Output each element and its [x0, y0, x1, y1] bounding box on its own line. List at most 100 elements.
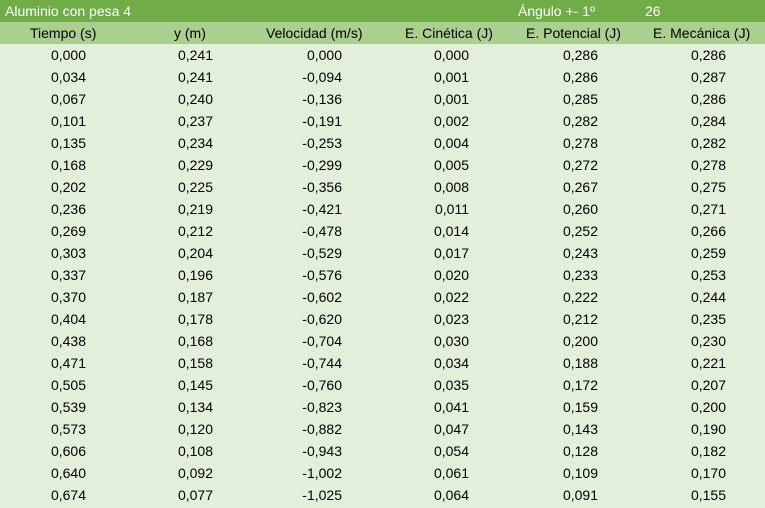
cell-e-potencial[interactable]: 0,091 — [562, 487, 598, 503]
cell-e-mecanica[interactable]: 0,170 — [690, 465, 726, 481]
cell-tiempo[interactable]: 0,606 — [50, 443, 86, 459]
column-header-tiempo[interactable]: Tiempo (s) — [30, 25, 97, 41]
cell-tiempo[interactable]: 0,135 — [50, 135, 86, 151]
cell-tiempo[interactable]: 0,337 — [50, 267, 86, 283]
cell-e-cinetica[interactable]: 0,001 — [433, 69, 469, 85]
cell-tiempo[interactable]: 0,303 — [50, 245, 86, 261]
cell-e-potencial[interactable]: 0,212 — [562, 311, 598, 327]
cell-e-mecanica[interactable]: 0,200 — [690, 399, 726, 415]
column-header-e-potencial[interactable]: E. Potencial (J) — [526, 25, 621, 41]
column-header-e-cinetica[interactable]: E. Cinética (J) — [405, 25, 493, 41]
cell-e-cinetica[interactable]: 0,023 — [433, 311, 469, 327]
cell-e-cinetica[interactable]: 0,008 — [433, 179, 469, 195]
cell-e-potencial[interactable]: 0,243 — [562, 245, 598, 261]
cell-tiempo[interactable]: 0,505 — [50, 377, 86, 393]
cell-e-potencial[interactable]: 0,267 — [562, 179, 598, 195]
cell-velocidad[interactable]: -1,025 — [302, 487, 342, 503]
cell-velocidad[interactable]: -0,094 — [302, 69, 342, 85]
cell-e-mecanica[interactable]: 0,278 — [690, 157, 726, 173]
cell-y[interactable]: 0,240 — [177, 91, 213, 107]
cell-e-cinetica[interactable]: 0,047 — [433, 421, 469, 437]
cell-tiempo[interactable]: 0,471 — [50, 355, 86, 371]
cell-e-mecanica[interactable]: 0,284 — [690, 113, 726, 129]
cell-tiempo[interactable]: 0,000 — [50, 47, 86, 63]
cell-velocidad[interactable]: -0,823 — [302, 399, 342, 415]
cell-velocidad[interactable]: -0,529 — [302, 245, 342, 261]
cell-e-potencial[interactable]: 0,272 — [562, 157, 598, 173]
cell-e-cinetica[interactable]: 0,035 — [433, 377, 469, 393]
sheet-title[interactable]: Aluminio con pesa 4 — [5, 3, 132, 19]
cell-e-cinetica[interactable]: 0,054 — [433, 443, 469, 459]
cell-tiempo[interactable]: 0,404 — [50, 311, 86, 327]
cell-velocidad[interactable]: -0,136 — [302, 91, 342, 107]
cell-velocidad[interactable]: -0,760 — [302, 377, 342, 393]
cell-e-potencial[interactable]: 0,188 — [562, 355, 598, 371]
cell-tiempo[interactable]: 0,640 — [50, 465, 86, 481]
cell-e-potencial[interactable]: 0,159 — [562, 399, 598, 415]
cell-y[interactable]: 0,234 — [177, 135, 213, 151]
cell-e-cinetica[interactable]: 0,017 — [433, 245, 469, 261]
angle-value[interactable]: 26 — [645, 3, 661, 19]
cell-e-mecanica[interactable]: 0,207 — [690, 377, 726, 393]
cell-tiempo[interactable]: 0,034 — [50, 69, 86, 85]
cell-y[interactable]: 0,225 — [177, 179, 213, 195]
cell-tiempo[interactable]: 0,438 — [50, 333, 86, 349]
cell-tiempo[interactable]: 0,269 — [50, 223, 86, 239]
cell-e-cinetica[interactable]: 0,041 — [433, 399, 469, 415]
cell-e-mecanica[interactable]: 0,275 — [690, 179, 726, 195]
cell-e-cinetica[interactable]: 0,000 — [433, 47, 469, 63]
cell-velocidad[interactable]: -0,191 — [302, 113, 342, 129]
cell-tiempo[interactable]: 0,539 — [50, 399, 86, 415]
cell-e-mecanica[interactable]: 0,190 — [690, 421, 726, 437]
cell-velocidad[interactable]: -0,704 — [302, 333, 342, 349]
cell-e-cinetica[interactable]: 0,064 — [433, 487, 469, 503]
cell-y[interactable]: 0,241 — [177, 47, 213, 63]
cell-e-cinetica[interactable]: 0,004 — [433, 135, 469, 151]
cell-e-cinetica[interactable]: 0,001 — [433, 91, 469, 107]
angle-label[interactable]: Ángulo +- 1º — [518, 3, 596, 19]
cell-e-mecanica[interactable]: 0,282 — [690, 135, 726, 151]
cell-y[interactable]: 0,178 — [177, 311, 213, 327]
cell-e-potencial[interactable]: 0,286 — [562, 69, 598, 85]
cell-y[interactable]: 0,108 — [177, 443, 213, 459]
cell-e-cinetica[interactable]: 0,034 — [433, 355, 469, 371]
cell-y[interactable]: 0,168 — [177, 333, 213, 349]
cell-e-mecanica[interactable]: 0,266 — [690, 223, 726, 239]
cell-tiempo[interactable]: 0,236 — [50, 201, 86, 217]
cell-e-cinetica[interactable]: 0,022 — [433, 289, 469, 305]
cell-y[interactable]: 0,196 — [177, 267, 213, 283]
cell-tiempo[interactable]: 0,674 — [50, 487, 86, 503]
cell-velocidad[interactable]: -0,620 — [302, 311, 342, 327]
cell-e-potencial[interactable]: 0,252 — [562, 223, 598, 239]
cell-y[interactable]: 0,212 — [177, 223, 213, 239]
cell-y[interactable]: 0,077 — [177, 487, 213, 503]
cell-y[interactable]: 0,204 — [177, 245, 213, 261]
cell-e-potencial[interactable]: 0,172 — [562, 377, 598, 393]
cell-e-potencial[interactable]: 0,282 — [562, 113, 598, 129]
cell-e-potencial[interactable]: 0,260 — [562, 201, 598, 217]
cell-velocidad[interactable]: -0,299 — [302, 157, 342, 173]
cell-e-mecanica[interactable]: 0,244 — [690, 289, 726, 305]
cell-y[interactable]: 0,120 — [177, 421, 213, 437]
cell-e-potencial[interactable]: 0,222 — [562, 289, 598, 305]
cell-velocidad[interactable]: -0,421 — [302, 201, 342, 217]
cell-y[interactable]: 0,237 — [177, 113, 213, 129]
column-header-e-mecanica[interactable]: E. Mecánica (J) — [653, 25, 751, 41]
cell-velocidad[interactable]: -0,576 — [302, 267, 342, 283]
cell-y[interactable]: 0,134 — [177, 399, 213, 415]
cell-e-mecanica[interactable]: 0,271 — [690, 201, 726, 217]
cell-e-mecanica[interactable]: 0,287 — [690, 69, 726, 85]
cell-velocidad[interactable]: 0,000 — [306, 47, 342, 63]
cell-e-mecanica[interactable]: 0,253 — [690, 267, 726, 283]
cell-e-cinetica[interactable]: 0,005 — [433, 157, 469, 173]
column-header-velocidad[interactable]: Velocidad (m/s) — [266, 25, 363, 41]
cell-tiempo[interactable]: 0,168 — [50, 157, 86, 173]
cell-velocidad[interactable]: -0,478 — [302, 223, 342, 239]
cell-e-mecanica[interactable]: 0,221 — [690, 355, 726, 371]
cell-tiempo[interactable]: 0,202 — [50, 179, 86, 195]
column-header-y[interactable]: y (m) — [174, 25, 206, 41]
cell-e-cinetica[interactable]: 0,011 — [435, 201, 469, 217]
cell-e-cinetica[interactable]: 0,020 — [433, 267, 469, 283]
cell-velocidad[interactable]: -0,253 — [302, 135, 342, 151]
cell-e-potencial[interactable]: 0,233 — [562, 267, 598, 283]
